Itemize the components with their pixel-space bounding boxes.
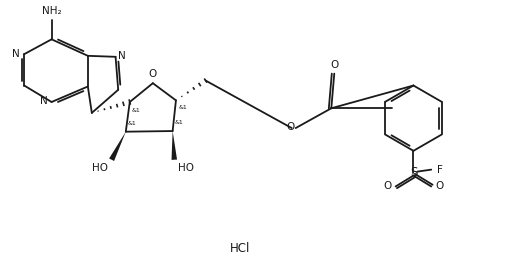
Text: O: O: [383, 181, 392, 191]
Text: N: N: [118, 51, 125, 61]
Text: &1: &1: [179, 105, 188, 110]
Text: S: S: [410, 166, 417, 179]
Text: N: N: [40, 96, 48, 106]
Text: O: O: [287, 122, 295, 132]
Text: NH₂: NH₂: [42, 6, 61, 16]
Text: &1: &1: [128, 121, 137, 126]
Text: HO: HO: [178, 163, 194, 173]
Polygon shape: [172, 131, 177, 160]
Text: O: O: [149, 69, 157, 79]
Text: N: N: [13, 49, 20, 59]
Text: F: F: [437, 165, 443, 175]
Text: HO: HO: [92, 163, 108, 173]
Polygon shape: [109, 132, 126, 161]
Text: &1: &1: [174, 120, 183, 125]
Text: &1: &1: [132, 108, 140, 113]
Text: O: O: [330, 60, 338, 70]
Text: HCl: HCl: [230, 242, 251, 255]
Text: O: O: [435, 181, 444, 191]
